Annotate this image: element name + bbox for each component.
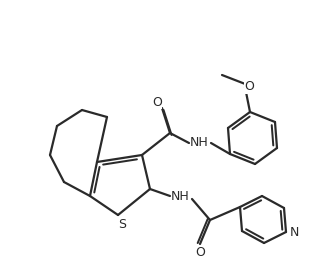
Text: NH: NH [171, 190, 190, 202]
Text: NH: NH [190, 136, 208, 150]
Text: O: O [195, 245, 205, 258]
Text: N: N [289, 226, 299, 238]
Text: O: O [244, 80, 254, 93]
Text: O: O [152, 96, 162, 108]
Text: S: S [118, 218, 126, 230]
